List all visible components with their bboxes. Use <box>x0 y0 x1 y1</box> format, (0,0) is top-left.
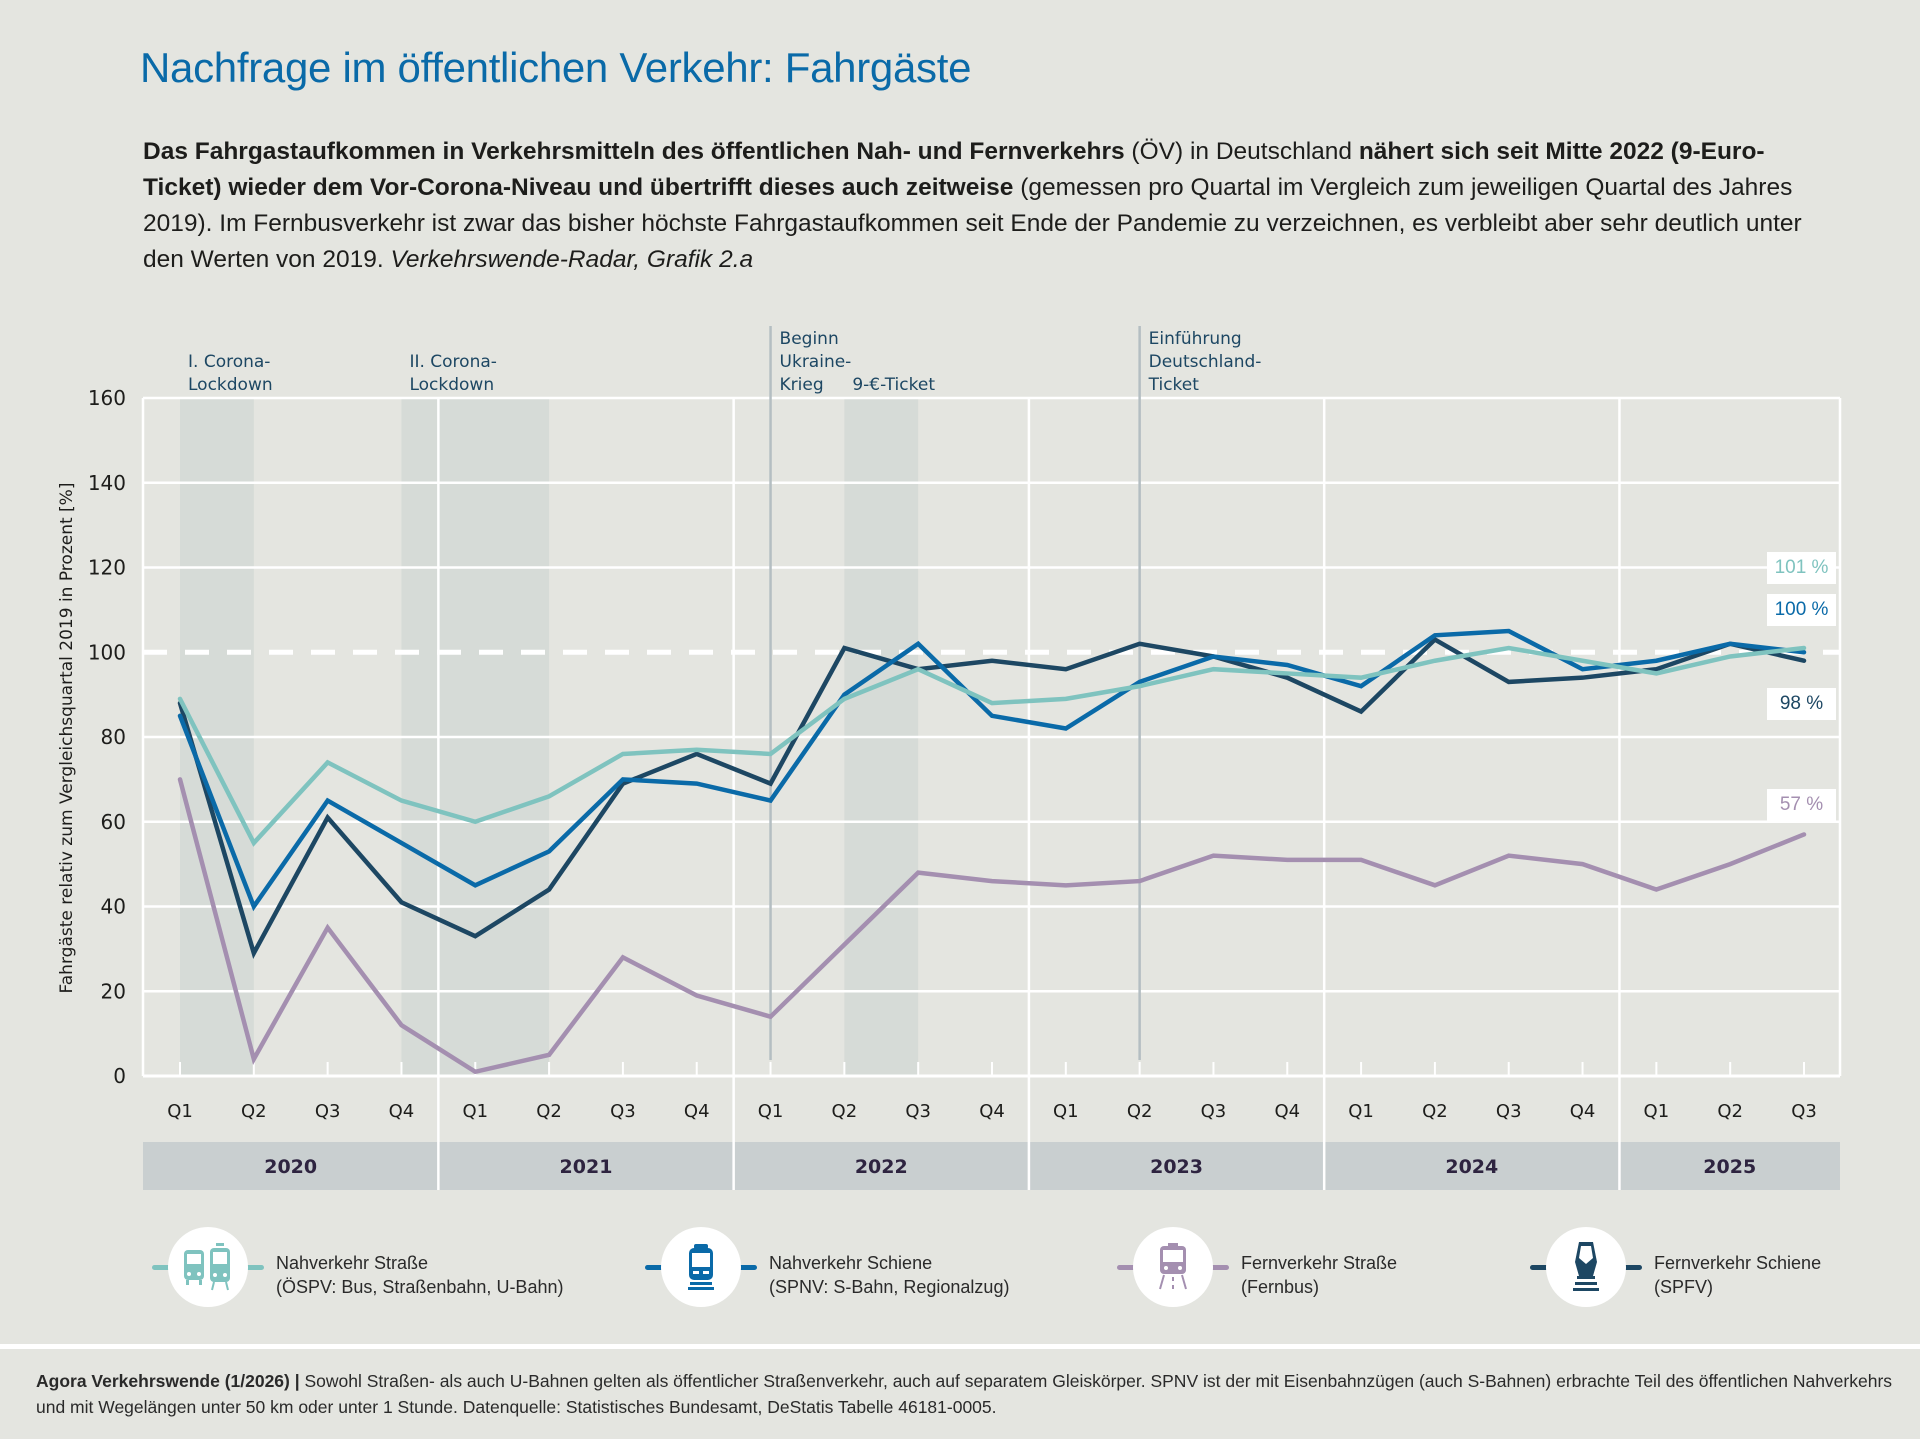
x-tick-label: Q4 <box>389 1101 415 1122</box>
subtitle-bold-1: Das Fahrgastaufkommen in Verkehrsmitteln… <box>143 138 1125 165</box>
legend-label: Fernverkehr Straße (Fernbus) <box>1241 1251 1397 1299</box>
period-label: 9-€-Ticket <box>852 375 935 395</box>
x-tick-label: Q4 <box>979 1101 1005 1122</box>
x-tick-label: Q3 <box>1496 1101 1522 1122</box>
period-label: I. Corona- <box>188 352 270 372</box>
y-axis-ticks: 0 20 40 60 80 100 120 140 160 <box>88 386 126 1088</box>
legend-label: Fernverkehr Schiene (SPFV) <box>1654 1251 1821 1299</box>
x-tick-label: Q1 <box>167 1101 193 1122</box>
footer-text: Sowohl Straßen- als auch U-Bahnen gelten… <box>36 1371 1893 1417</box>
year-label: 2025 <box>1703 1156 1756 1178</box>
x-tick-label: Q1 <box>1348 1101 1374 1122</box>
end-label-nahverkehr-strasse: 101 % <box>1767 552 1836 584</box>
y-tick-label: 160 <box>88 386 126 410</box>
year-label: 2023 <box>1150 1156 1203 1178</box>
x-tick-label: Q2 <box>241 1101 267 1122</box>
y-tick-label: 0 <box>113 1064 126 1088</box>
legend-label-main: Nahverkehr Straße <box>276 1253 429 1273</box>
x-tick-label: Q1 <box>758 1101 784 1122</box>
legend-label-detail: (SPNV: S-Bahn, Regionalzug) <box>769 1277 1010 1297</box>
x-tick-label: Q3 <box>610 1101 636 1122</box>
event-label: Ticket <box>1148 375 1200 395</box>
x-tick-label: Q2 <box>536 1101 562 1122</box>
footer: Agora Verkehrswende (1/2026) | Sowohl St… <box>36 1368 1896 1420</box>
event-label: Ukraine- <box>780 352 852 372</box>
year-label: 2021 <box>560 1156 613 1178</box>
event-markers: Beginn Ukraine- Krieg Einführung Deutschland… <box>188 326 1261 1060</box>
event-label: Beginn <box>780 329 839 349</box>
x-tick-label: Q4 <box>1570 1101 1596 1122</box>
legend-label-main: Fernverkehr Schiene <box>1654 1253 1822 1273</box>
bus-tram-icon <box>168 1227 248 1307</box>
event-label: Krieg <box>780 375 824 395</box>
line-chart: Beginn Ukraine- Krieg Einführung Deutschland… <box>57 326 1842 1190</box>
grid <box>141 396 1842 1078</box>
subtitle-bold-2: nähert sich seit Mitte 2022 (9-Euro-Tick… <box>143 138 1765 201</box>
x-tick-label: Q1 <box>1053 1101 1079 1122</box>
year-label: 2020 <box>264 1156 317 1178</box>
period-label: II. Corona- <box>409 352 496 372</box>
y-tick-label: 80 <box>101 725 126 749</box>
y-tick-label: 40 <box>101 895 126 919</box>
year-band <box>143 1142 1840 1190</box>
year-label: 2024 <box>1445 1156 1498 1178</box>
x-tick-label: Q2 <box>1127 1101 1153 1122</box>
subtitle-source: Verkehrswende-Radar, Grafik 2.a <box>390 246 754 273</box>
x-tick-label: Q3 <box>1791 1101 1817 1122</box>
subtitle-text-2: (gemessen pro Quartal im Vergleich zum j… <box>143 174 1802 273</box>
x-tick-label: Q4 <box>684 1101 710 1122</box>
year-label: 2022 <box>855 1156 908 1178</box>
legend-label-main: Nahverkehr Schiene <box>769 1253 933 1273</box>
coach-bus-icon <box>1133 1227 1213 1307</box>
period-label: Lockdown <box>409 375 494 395</box>
legend-label-detail: (ÖSPV: Bus, Straßenbahn, U-Bahn) <box>276 1277 564 1297</box>
series-lines <box>177 628 1807 1075</box>
event-label: Einführung <box>1149 329 1242 349</box>
x-axis: Q1 Q2 Q3 Q4 Q1 Q2 Q3 Q4 Q1 Q2 Q3 Q4 Q1 Q2 Q3 Q4 Q1 Q2 Q3 Q4… <box>143 1074 1840 1190</box>
subtitle-text-1: (ÖV) in Deutschland <box>1124 138 1359 165</box>
high-speed-train-icon <box>1546 1227 1626 1307</box>
x-tick-label: Q3 <box>315 1101 341 1122</box>
page-title: Nachfrage im öffentlichen Verkehr: Fahrg… <box>140 44 972 91</box>
y-axis-label: Fahrgäste relativ zum Vergleichsquartal … <box>57 483 77 994</box>
x-tick-label: Q2 <box>1717 1101 1743 1122</box>
x-tick-label: Q3 <box>1201 1101 1227 1122</box>
y-tick-label: 140 <box>88 471 126 495</box>
y-tick-label: 100 <box>88 640 126 664</box>
y-tick-label: 20 <box>101 979 126 1003</box>
regional-train-icon <box>661 1227 741 1307</box>
period-label: Lockdown <box>188 375 273 395</box>
footer-divider <box>0 1344 1920 1349</box>
x-tick-label: Q1 <box>462 1101 488 1122</box>
x-tick-label: Q3 <box>905 1101 931 1122</box>
subtitle: Das Fahrgastaufkommen in Verkehrsmitteln… <box>143 134 1823 278</box>
legend-label: Nahverkehr Straße (ÖSPV: Bus, Straßenbahn… <box>276 1251 563 1299</box>
end-label-fernverkehr-schiene: 98 % <box>1767 688 1836 720</box>
event-label: Deutschland- <box>1149 352 1262 372</box>
legend-label: Nahverkehr Schiene (SPNV: S-Bahn, Regiona… <box>769 1251 1009 1299</box>
x-tick-label: Q2 <box>832 1101 858 1122</box>
end-label-nahverkehr-schiene: 100 % <box>1767 594 1836 626</box>
legend-label-detail: (Fernbus) <box>1241 1277 1320 1297</box>
footer-source: Agora Verkehrswende (1/2026) | <box>36 1371 300 1391</box>
x-tick-label: Q4 <box>1274 1101 1300 1122</box>
x-tick-label: Q2 <box>1422 1101 1448 1122</box>
legend-label-detail: (SPFV) <box>1654 1277 1714 1297</box>
legend-label-main: Fernverkehr Straße <box>1241 1253 1398 1273</box>
x-tick-label: Q1 <box>1644 1101 1670 1122</box>
y-tick-label: 120 <box>88 556 126 580</box>
end-label-fernverkehr-strasse: 57 % <box>1767 789 1836 821</box>
y-tick-label: 60 <box>101 810 126 834</box>
